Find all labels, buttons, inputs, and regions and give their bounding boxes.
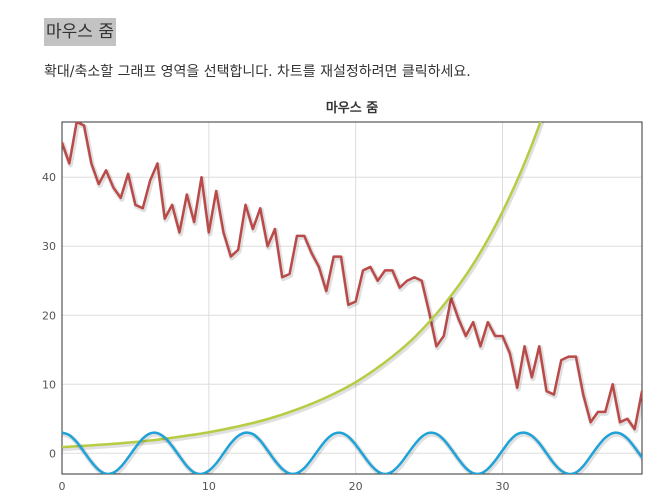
series-lines bbox=[62, 122, 642, 474]
chart-title: 마우스 줌 bbox=[325, 101, 379, 116]
series-line-noisy-decline bbox=[62, 122, 642, 431]
x-tick-label: 20 bbox=[349, 480, 363, 493]
zoom-instructions: 확대/축소할 그래프 영역을 선택합니다. 차트를 재설정하려면 클릭하세요. bbox=[44, 64, 471, 80]
grid-lines bbox=[61, 122, 642, 474]
x-tick-label: 10 bbox=[202, 480, 216, 493]
y-tick-label: 20 bbox=[42, 309, 56, 322]
x-tick-label: 0 bbox=[59, 480, 66, 493]
y-tick-label: 10 bbox=[42, 378, 56, 391]
y-tick-label: 30 bbox=[42, 240, 56, 253]
series-line-sine-wave bbox=[62, 431, 642, 474]
axis-tick-labels: 0 10 20 30 0 10 20 30 40 bbox=[42, 171, 510, 493]
y-tick-label: 40 bbox=[42, 171, 56, 184]
x-tick-label: 30 bbox=[496, 480, 510, 493]
page-title: 마우스 줌 bbox=[44, 18, 116, 46]
series-line-exponential-growth bbox=[62, 122, 542, 449]
y-tick-label: 0 bbox=[49, 447, 56, 460]
plot-area-frame[interactable] bbox=[61, 121, 643, 475]
